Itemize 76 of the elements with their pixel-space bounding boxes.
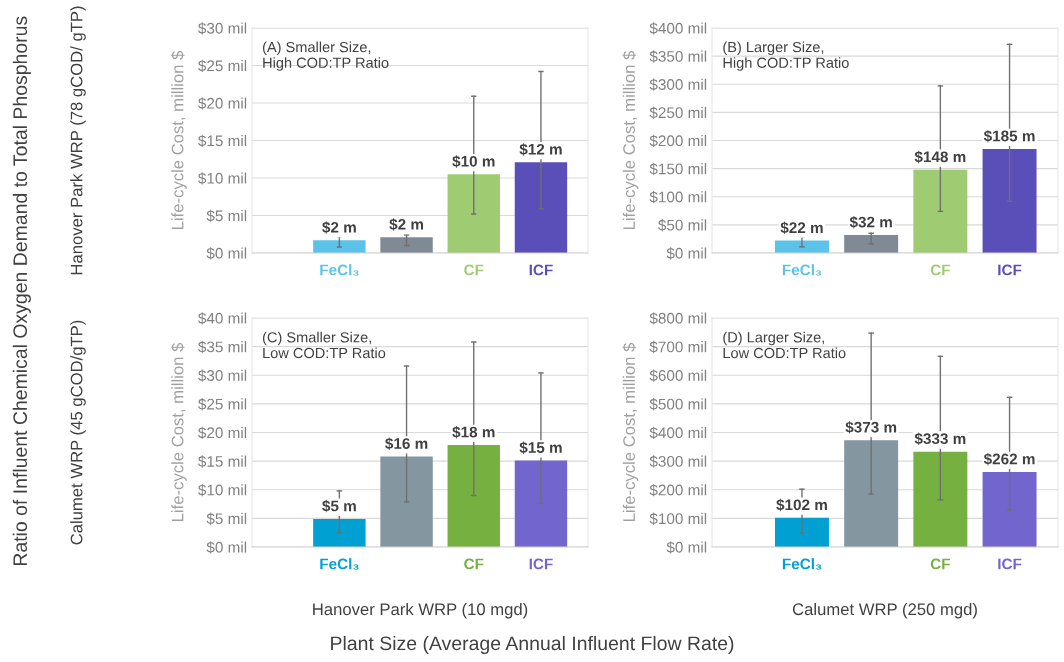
y-tick-label: $15 mil xyxy=(198,134,247,148)
data-label: $32 m xyxy=(849,215,892,229)
y-axis-title: Life-cycle Cost, million $ xyxy=(170,50,187,229)
y-tick-label: $300 mil xyxy=(649,455,707,468)
y-axis-title: Life-cycle Cost, million $ xyxy=(622,50,639,229)
y-tick-label: $35 mil xyxy=(198,340,247,354)
data-label: $16 m xyxy=(385,437,428,450)
text: (A) Smaller Size, High COD:TP Ratio xyxy=(262,41,389,71)
y-tick-label: $600 mil xyxy=(649,369,707,382)
text: Plant Size (Average Annual Influent Flow Rate) xyxy=(331,635,734,655)
y-tick-label: $400 mil xyxy=(649,426,707,440)
text: (D) Larger Size, Low COD:TP Ratio xyxy=(723,331,846,359)
data-label: $148 m xyxy=(914,150,966,164)
x-tick-label: ICF xyxy=(529,264,553,276)
y-axis-title: Life-cycle Cost, million $ xyxy=(622,342,639,521)
text: (B) Larger Size, High COD:TP Ratio xyxy=(723,41,849,71)
data-label: $12 m xyxy=(519,143,562,156)
x-tick-label: ICF xyxy=(998,264,1022,276)
y-tick-label: $0 mil xyxy=(666,247,707,260)
y-tick-label: $400 mil xyxy=(649,22,707,35)
y-tick-label: $150 mil xyxy=(649,162,707,176)
data-label: $262 m xyxy=(983,452,1035,466)
x-tick-label: FeCl₃ xyxy=(782,558,822,570)
y-tick-label: $15 mil xyxy=(198,455,247,468)
data-label: $102 m xyxy=(776,498,827,512)
y-tick-label: $30 mil xyxy=(198,22,247,35)
y-tick-label: $5 mil xyxy=(206,209,247,223)
y-tick-label: $250 mil xyxy=(649,106,707,119)
y-tick-label: $300 mil xyxy=(649,78,707,91)
y-tick-label: $350 mil xyxy=(649,50,707,63)
data-label: $185 m xyxy=(983,129,1035,143)
y-tick-label: $100 mil xyxy=(649,190,707,204)
data-label: $18 m xyxy=(452,426,495,439)
data-label: $22 m xyxy=(780,221,823,235)
text: (C) Smaller Size, Low COD:TP Ratio xyxy=(262,331,386,359)
y-tick-label: $800 mil xyxy=(649,312,707,325)
y-tick-label: $0 mil xyxy=(206,247,247,260)
y-tick-label: $0 mil xyxy=(206,541,247,554)
x-axis-title: Hanover Park WRP (10 mgd) xyxy=(313,602,528,619)
y-axis-title: Life-cycle Cost, million $ xyxy=(170,342,187,521)
y-tick-label: $200 mil xyxy=(649,483,707,497)
x-tick-label: FeCl₃ xyxy=(782,264,822,276)
y-tick-label: $20 mil xyxy=(198,426,247,440)
y-tick-label: $10 mil xyxy=(198,483,247,497)
text: Calumet WRP (45 gCOD/gTP) xyxy=(70,320,86,545)
x-tick-label: CF xyxy=(464,558,484,570)
data-label: $15 m xyxy=(519,441,562,454)
x-axis-title: Calumet WRP (250 mgd) xyxy=(792,602,977,619)
x-tick-label: CF xyxy=(930,558,950,570)
y-tick-label: $200 mil xyxy=(649,134,707,148)
data-label: $2 m xyxy=(322,221,356,234)
y-tick-label: $0 mil xyxy=(666,541,707,554)
x-tick-label: CF xyxy=(930,264,950,276)
y-tick-label: $500 mil xyxy=(649,398,707,411)
data-label: $5 m xyxy=(322,499,356,513)
x-tick-label: FeCl₃ xyxy=(320,558,359,570)
data-label: $2 m xyxy=(389,218,424,231)
x-tick-label: FeCl₃ xyxy=(320,264,359,276)
y-tick-label: $20 mil xyxy=(198,97,247,110)
x-tick-label: ICF xyxy=(998,558,1022,570)
x-tick-label: CF xyxy=(464,264,484,276)
y-tick-label: $40 mil xyxy=(198,312,247,325)
y-tick-label: $700 mil xyxy=(649,340,707,354)
data-label: $10 m xyxy=(452,155,495,168)
y-tick-label: $25 mil xyxy=(198,398,247,411)
x-tick-label: ICF xyxy=(529,558,553,570)
y-tick-label: $30 mil xyxy=(198,369,247,382)
text: Hanover Park WRP (78 gCOD/ gTP) xyxy=(70,6,86,275)
y-tick-label: $5 mil xyxy=(206,512,247,525)
y-tick-label: $25 mil xyxy=(198,59,247,73)
data-label: $373 m xyxy=(845,421,897,434)
y-tick-label: $100 mil xyxy=(649,512,707,525)
y-tick-label: $10 mil xyxy=(198,172,247,185)
text: Ratio of Influent Chemical Oxygen Demand to Total Phosphorus xyxy=(12,16,31,566)
y-tick-label: $50 mil xyxy=(658,219,707,232)
data-label: $333 m xyxy=(914,432,966,446)
